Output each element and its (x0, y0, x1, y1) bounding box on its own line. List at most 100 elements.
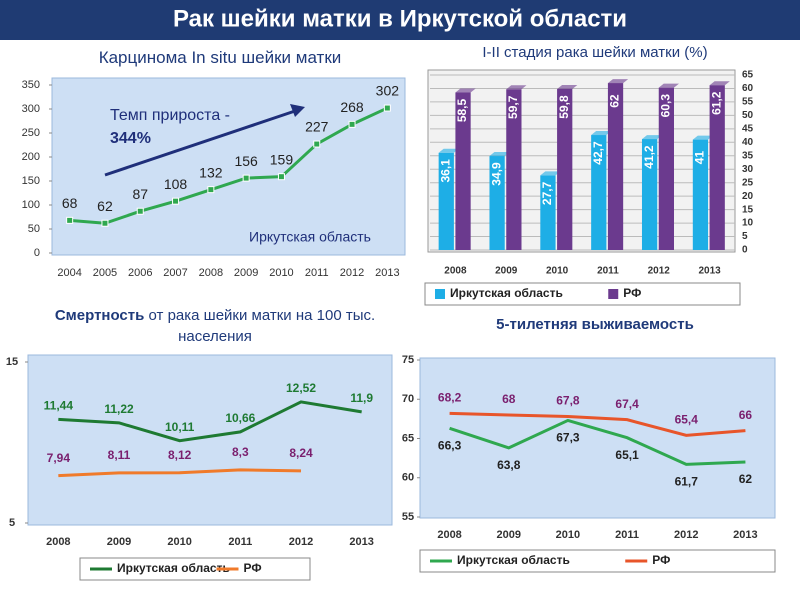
bar (607, 83, 624, 250)
marker (242, 174, 250, 182)
value-label: 41 (693, 151, 707, 165)
value-label: 62 (97, 198, 113, 214)
y-tick-label: 60 (402, 472, 414, 484)
marker (348, 120, 356, 128)
value-label: 8,3 (232, 445, 249, 459)
value-label: 67,4 (615, 397, 639, 411)
value-label: 11,44 (44, 398, 74, 412)
value-label: 59,8 (557, 95, 571, 119)
y-tick-label: 75 (402, 354, 414, 366)
x-tick-label: 2008 (46, 536, 70, 548)
slide-title: Рак шейки матки в Иркутской области (173, 5, 627, 32)
bar-top (658, 83, 679, 88)
y-tick-label: 50 (742, 110, 754, 121)
value-label: 68,2 (438, 391, 462, 405)
value-label: 11,22 (104, 402, 134, 416)
value-label: 268 (340, 99, 364, 115)
y-tick-label: 55 (402, 511, 414, 523)
title-bold: Смертность (54, 307, 145, 324)
y-tick-label: 50 (28, 223, 40, 235)
annotation: 344% (110, 130, 151, 147)
value-label: 227 (305, 119, 329, 135)
legend-swatch (435, 289, 445, 299)
title-rest: от рака шейки матки на 100 тыс. населени… (148, 307, 376, 345)
chart-title: Карцинома In situ шейки матки (98, 48, 342, 67)
y-tick-label: 65 (402, 432, 414, 444)
bar (709, 85, 725, 250)
x-tick-label: 2012 (648, 266, 671, 277)
y-tick-label: 35 (742, 150, 754, 161)
bar-top (557, 85, 578, 89)
x-tick-label: 2012 (340, 267, 364, 279)
bar (641, 139, 658, 250)
legend-label: Иркутская область (117, 561, 230, 575)
panel (51, 77, 406, 256)
bar-top (506, 85, 527, 90)
marker (101, 219, 109, 227)
chart-title: 5-тилетняя выживаемость (496, 316, 694, 333)
annotation: Темп прироста - (110, 107, 230, 124)
legend-box (419, 549, 776, 573)
value-label: 7,94 (47, 451, 71, 465)
value-label: 59,7 (506, 95, 520, 119)
value-label: 62 (608, 94, 622, 108)
legend-label: РФ (244, 561, 262, 575)
y-tick-label: 15 (6, 356, 18, 368)
x-tick-label: 2010 (556, 529, 580, 541)
value-label: 8,11 (108, 448, 131, 462)
x-tick-label: 2007 (163, 267, 187, 279)
value-label: 132 (199, 164, 223, 180)
marker (66, 216, 74, 224)
marker (277, 173, 285, 181)
y-tick-label: 350 (22, 79, 40, 91)
x-tick-label: 2008 (444, 266, 467, 277)
value-label: 87 (132, 186, 148, 202)
value-label: 63,8 (497, 458, 521, 472)
bar (658, 87, 674, 251)
x-tick-label: 2009 (234, 267, 258, 279)
bar (438, 152, 454, 250)
value-label: 108 (164, 176, 188, 192)
y-tick-label: 200 (22, 151, 40, 163)
panel (427, 69, 736, 253)
y-tick-label: 250 (22, 127, 40, 139)
value-label: 36,1 (438, 159, 452, 183)
y-tick-label: 0 (34, 247, 40, 259)
bar-top (540, 171, 561, 176)
bar (540, 175, 556, 250)
marker (313, 140, 321, 148)
value-label: 10,11 (165, 420, 195, 434)
x-tick-label: 2011 (228, 536, 252, 548)
value-label: 58,5 (455, 98, 469, 122)
value-label: 8,12 (168, 448, 192, 462)
x-tick-label: 2011 (305, 267, 329, 279)
legend-label: Иркутская область (457, 553, 570, 567)
chart-title: I-II стадия рака шейки матки (%) (482, 44, 708, 61)
value-label: 60,3 (659, 94, 673, 118)
value-label: 68 (62, 195, 78, 211)
marker (383, 104, 391, 112)
chart-title: Смертность от рака шейки матки на 100 ты… (45, 305, 385, 347)
bar (489, 156, 505, 250)
bar-top (489, 152, 510, 157)
x-tick-label: 2011 (615, 529, 639, 541)
series-label: Иркутская область (249, 229, 371, 245)
value-label: 68 (502, 392, 516, 406)
arrow-head (290, 104, 305, 117)
x-tick-label: 2012 (674, 529, 698, 541)
value-label: 159 (270, 151, 294, 167)
legend-box (79, 557, 311, 581)
bar-top (455, 88, 476, 93)
x-tick-label: 2009 (495, 266, 518, 277)
line (449, 418, 746, 466)
y-tick-label: 45 (742, 123, 754, 134)
x-tick-label: 2008 (199, 267, 223, 279)
x-tick-label: 2009 (107, 536, 131, 548)
bar (455, 92, 471, 250)
x-tick-label: 2013 (733, 529, 757, 541)
bar (591, 135, 607, 250)
value-label: 11,9 (350, 391, 373, 405)
legend-box (424, 282, 741, 306)
